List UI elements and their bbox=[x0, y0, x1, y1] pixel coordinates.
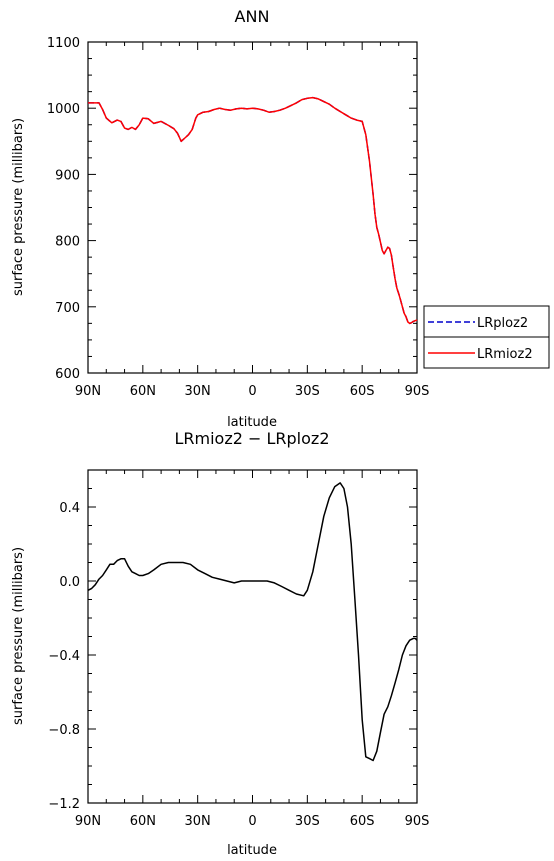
y-tick-label: −1.2 bbox=[48, 797, 80, 812]
x-axis-ticks: 90N 60N 30N 0 30S 60S 90S bbox=[75, 42, 430, 399]
legend-label: LRploz2 bbox=[477, 316, 528, 331]
x-tick-label: 60N bbox=[130, 814, 156, 829]
plot-frame bbox=[87, 469, 418, 804]
x-tick-label: 60S bbox=[350, 384, 375, 399]
x-tick-label: 60S bbox=[350, 814, 375, 829]
legend: LRploz2 LRmioz2 bbox=[423, 305, 550, 369]
lrmioz2-series-line bbox=[88, 96, 418, 325]
x-tick-label: 30S bbox=[295, 814, 320, 829]
x-tick-label: 90N bbox=[75, 814, 101, 829]
y-axis-label: surface pressure (millibars) bbox=[11, 118, 26, 296]
y-axis-label: surface pressure (millibars) bbox=[11, 547, 26, 725]
top-panel: ANN 600 700 800 900 1000 1100 90N 60N 30N 0 30S 60… bbox=[11, 7, 550, 430]
y-tick-label: 0.0 bbox=[59, 575, 80, 590]
series-group bbox=[88, 96, 418, 325]
y-tick-label: 0.4 bbox=[59, 501, 80, 516]
chart-title: LRmioz2 − LRploz2 bbox=[174, 429, 329, 448]
bottom-panel: LRmioz2 − LRploz2 −1.2 −0.8 −0.4 0.0 0.4 90N… bbox=[11, 429, 429, 858]
y-axis-ticks: −1.2 −0.8 −0.4 0.0 0.4 bbox=[48, 469, 417, 812]
x-tick-label: 90S bbox=[405, 814, 430, 829]
y-tick-label: 800 bbox=[55, 235, 80, 250]
y-tick-label: 1000 bbox=[47, 102, 80, 117]
lrploz2-series-line bbox=[88, 96, 418, 325]
x-tick-label: 30N bbox=[185, 384, 211, 399]
y-tick-label: 600 bbox=[55, 367, 80, 382]
x-axis-label: latitude bbox=[227, 843, 277, 858]
x-tick-label: 0 bbox=[248, 814, 256, 829]
x-tick-label: 30S bbox=[295, 384, 320, 399]
chart-title: ANN bbox=[235, 7, 270, 26]
y-tick-label: −0.4 bbox=[48, 649, 80, 664]
plot-frame bbox=[87, 41, 418, 374]
x-axis-label: latitude bbox=[227, 415, 277, 430]
legend-label: LRmioz2 bbox=[477, 347, 533, 362]
x-tick-label: 90S bbox=[405, 384, 430, 399]
x-tick-label: 60N bbox=[130, 384, 156, 399]
x-tick-label: 90N bbox=[75, 384, 101, 399]
plot-area bbox=[87, 469, 418, 804]
plot-area bbox=[87, 41, 418, 374]
x-tick-label: 0 bbox=[248, 384, 256, 399]
y-tick-label: −0.8 bbox=[48, 723, 80, 738]
y-axis-ticks: 600 700 800 900 1000 1100 bbox=[47, 36, 417, 382]
y-tick-label: 1100 bbox=[47, 36, 80, 51]
x-tick-label: 30N bbox=[185, 814, 211, 829]
y-tick-label: 900 bbox=[55, 168, 80, 183]
difference-series-line bbox=[87, 482, 418, 762]
y-tick-label: 700 bbox=[55, 301, 80, 316]
x-axis-ticks: 90N 60N 30N 0 30S 60S 90S bbox=[75, 470, 430, 829]
series-group bbox=[87, 482, 418, 762]
